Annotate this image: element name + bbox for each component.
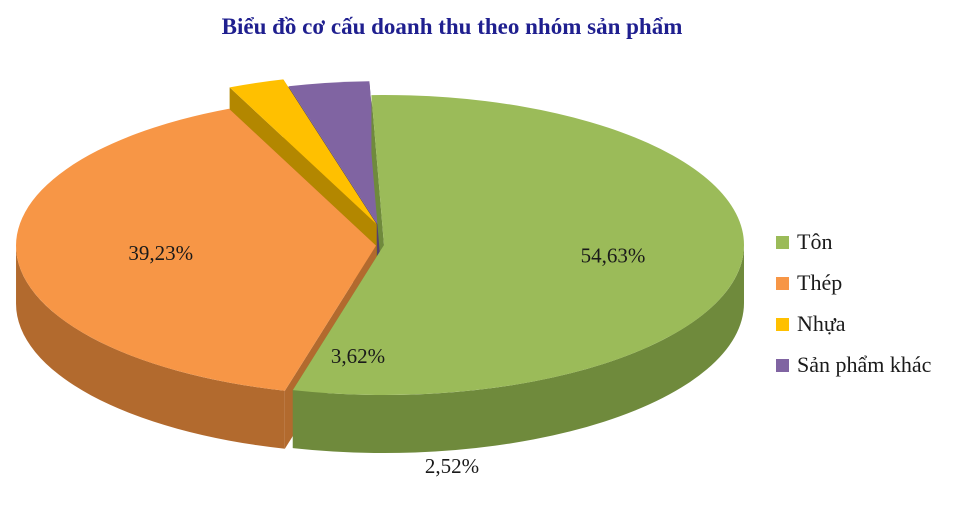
legend-label: Sản phẩm khác: [797, 352, 932, 377]
legend-label: Thép: [797, 270, 842, 295]
slice-side: [292, 245, 744, 453]
data-label-sản-phẩm-khác: 3,62%: [331, 344, 385, 368]
pie-slice-tôn: [292, 94, 745, 453]
data-label-nhựa: 2,52%: [425, 454, 479, 478]
slice-top: [288, 81, 382, 232]
data-label-thép: 39,23%: [128, 241, 193, 265]
data-labels: 54,63% 39,23% 2,52% 3,62%: [128, 241, 645, 478]
legend-swatch: [776, 318, 789, 331]
legend-label: Tôn: [797, 229, 832, 254]
slice-top: [16, 108, 377, 391]
legend-swatch: [776, 236, 789, 249]
slice-top: [229, 79, 377, 225]
slice-side: [16, 245, 285, 449]
legend: Tôn Thép Nhựa Sản phẩm khác: [776, 229, 932, 377]
pie-slices: [16, 79, 745, 453]
slice-top: [292, 94, 745, 395]
legend-label: Nhựa: [797, 311, 846, 336]
data-label-tôn: 54,63%: [581, 244, 646, 268]
chart-title: Biểu đồ cơ cấu doanh thu theo nhóm sản p…: [222, 14, 683, 39]
legend-swatch: [776, 277, 789, 290]
legend-swatch: [776, 359, 789, 372]
